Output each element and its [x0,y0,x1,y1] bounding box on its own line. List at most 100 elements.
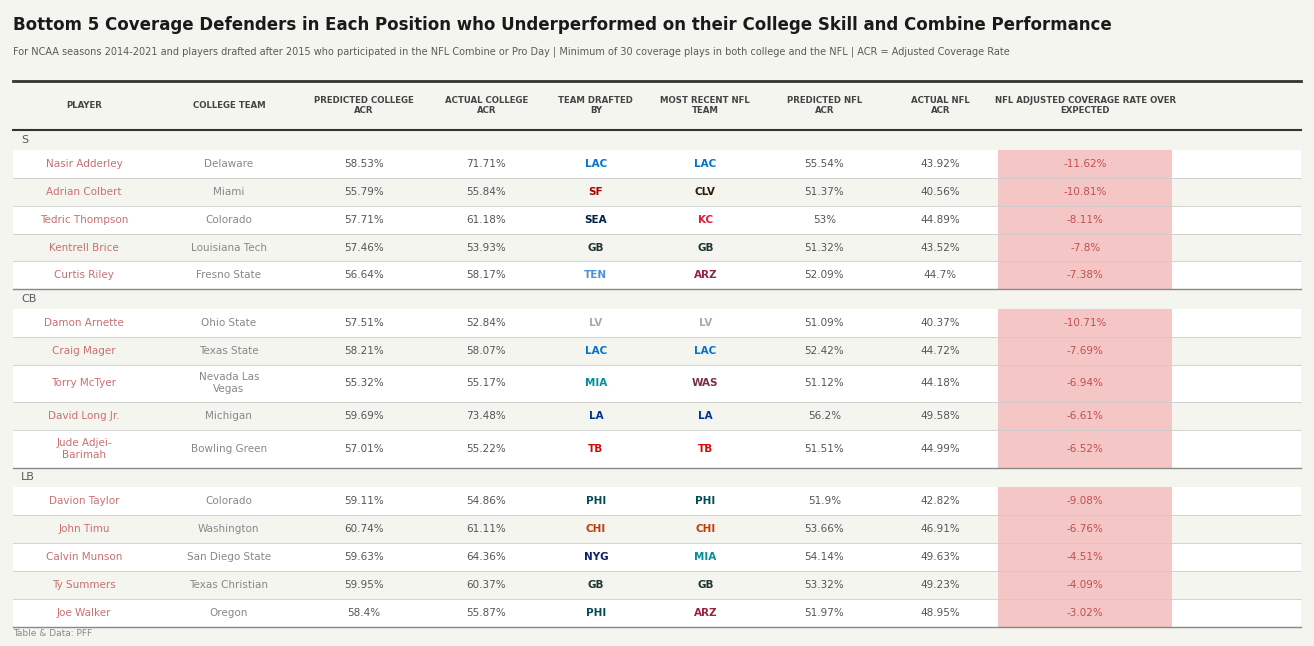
Bar [13,178,1301,205]
Text: 44.99%: 44.99% [920,444,961,454]
Bar [999,234,1172,262]
Bar [999,262,1172,289]
Bar [13,81,1301,130]
Text: LAC: LAC [694,159,716,169]
Text: -6.76%: -6.76% [1067,524,1104,534]
Text: 59.69%: 59.69% [344,411,384,421]
Text: LA: LA [589,411,603,421]
Text: NFL ADJUSTED COVERAGE RATE OVER
EXPECTED: NFL ADJUSTED COVERAGE RATE OVER EXPECTED [995,96,1176,116]
Text: Kentrell Brice: Kentrell Brice [49,242,118,253]
Text: Miami: Miami [213,187,244,197]
Text: ACTUAL COLLEGE
ACR: ACTUAL COLLEGE ACR [444,96,528,116]
Text: 49.63%: 49.63% [920,552,961,562]
Text: 51.12%: 51.12% [804,379,845,388]
Bar [13,130,1301,150]
Text: Texas State: Texas State [198,346,259,355]
Text: Craig Mager: Craig Mager [53,346,116,355]
Text: For NCAA seasons 2014-2021 and players drafted after 2015 who participated in th: For NCAA seasons 2014-2021 and players d… [13,47,1010,57]
Text: 59.11%: 59.11% [344,496,384,506]
Text: John Timu: John Timu [58,524,109,534]
Bar [999,178,1172,205]
Text: ARZ: ARZ [694,608,717,618]
Text: PHI: PHI [586,608,606,618]
Text: 58.17%: 58.17% [466,271,506,280]
Text: GB: GB [696,242,714,253]
Text: GB: GB [587,579,604,590]
Text: LAC: LAC [585,159,607,169]
Text: 52.09%: 52.09% [804,271,844,280]
Text: San Diego State: San Diego State [187,552,271,562]
Text: CHI: CHI [695,524,715,534]
Text: 57.51%: 57.51% [344,318,384,328]
Text: Nevada Las
Vegas: Nevada Las Vegas [198,372,259,394]
Text: -10.71%: -10.71% [1063,318,1106,328]
Text: 59.95%: 59.95% [344,579,384,590]
Text: 48.95%: 48.95% [920,608,961,618]
Text: Colorado: Colorado [205,496,252,506]
Text: S: S [21,135,28,145]
Text: PHI: PHI [695,496,715,506]
Text: NYG: NYG [583,552,608,562]
Text: CLV: CLV [695,187,716,197]
Bar [13,543,1301,571]
Text: 61.11%: 61.11% [466,524,506,534]
Text: David Long Jr.: David Long Jr. [49,411,120,421]
Text: 51.09%: 51.09% [804,318,844,328]
Text: 61.18%: 61.18% [466,214,506,225]
Text: 55.54%: 55.54% [804,159,845,169]
Text: 60.37%: 60.37% [466,579,506,590]
Text: 55.17%: 55.17% [466,379,506,388]
Bar [999,150,1172,178]
Text: Curtis Riley: Curtis Riley [54,271,114,280]
Text: 53%: 53% [813,214,836,225]
Text: 51.9%: 51.9% [808,496,841,506]
Text: -11.62%: -11.62% [1063,159,1106,169]
Bar [999,515,1172,543]
Bar [999,430,1172,468]
Bar [999,402,1172,430]
Bar [13,515,1301,543]
Text: CHI: CHI [586,524,606,534]
Text: 49.23%: 49.23% [920,579,961,590]
Text: PLAYER: PLAYER [66,101,102,110]
Bar [999,543,1172,571]
Text: 55.84%: 55.84% [466,187,506,197]
Text: Louisiana Tech: Louisiana Tech [191,242,267,253]
Text: Nasir Adderley: Nasir Adderley [46,159,122,169]
Bar [13,364,1301,402]
Text: 55.87%: 55.87% [466,608,506,618]
Bar [13,337,1301,364]
Text: 71.71%: 71.71% [466,159,506,169]
Bar [999,309,1172,337]
Text: ARZ: ARZ [694,271,717,280]
Bar [999,487,1172,515]
Text: 58.21%: 58.21% [344,346,384,355]
Text: GB: GB [587,242,604,253]
Text: 43.52%: 43.52% [920,242,961,253]
Text: 53.32%: 53.32% [804,579,845,590]
Text: LAC: LAC [694,346,716,355]
Text: Delaware: Delaware [204,159,254,169]
Text: SEA: SEA [585,214,607,225]
Text: TB: TB [698,444,714,454]
Text: 40.56%: 40.56% [921,187,961,197]
Text: 54.86%: 54.86% [466,496,506,506]
Text: COLLEGE TEAM: COLLEGE TEAM [193,101,265,110]
Text: TEN: TEN [585,271,607,280]
Bar [13,262,1301,289]
Text: 57.71%: 57.71% [344,214,384,225]
Text: 51.51%: 51.51% [804,444,845,454]
Text: Calvin Munson: Calvin Munson [46,552,122,562]
Text: MIA: MIA [694,552,716,562]
Text: Damon Arnette: Damon Arnette [45,318,124,328]
Text: 58.4%: 58.4% [347,608,381,618]
Bar [13,468,1301,487]
Bar [999,364,1172,402]
Text: Torry McTyer: Torry McTyer [51,379,117,388]
Text: Ty Summers: Ty Summers [53,579,116,590]
Text: CB: CB [21,294,37,304]
Text: Bottom 5 Coverage Defenders in Each Position who Underperformed on their College: Bottom 5 Coverage Defenders in Each Posi… [13,16,1112,34]
Bar [13,599,1301,627]
Text: 51.97%: 51.97% [804,608,845,618]
Text: Texas Christian: Texas Christian [189,579,268,590]
